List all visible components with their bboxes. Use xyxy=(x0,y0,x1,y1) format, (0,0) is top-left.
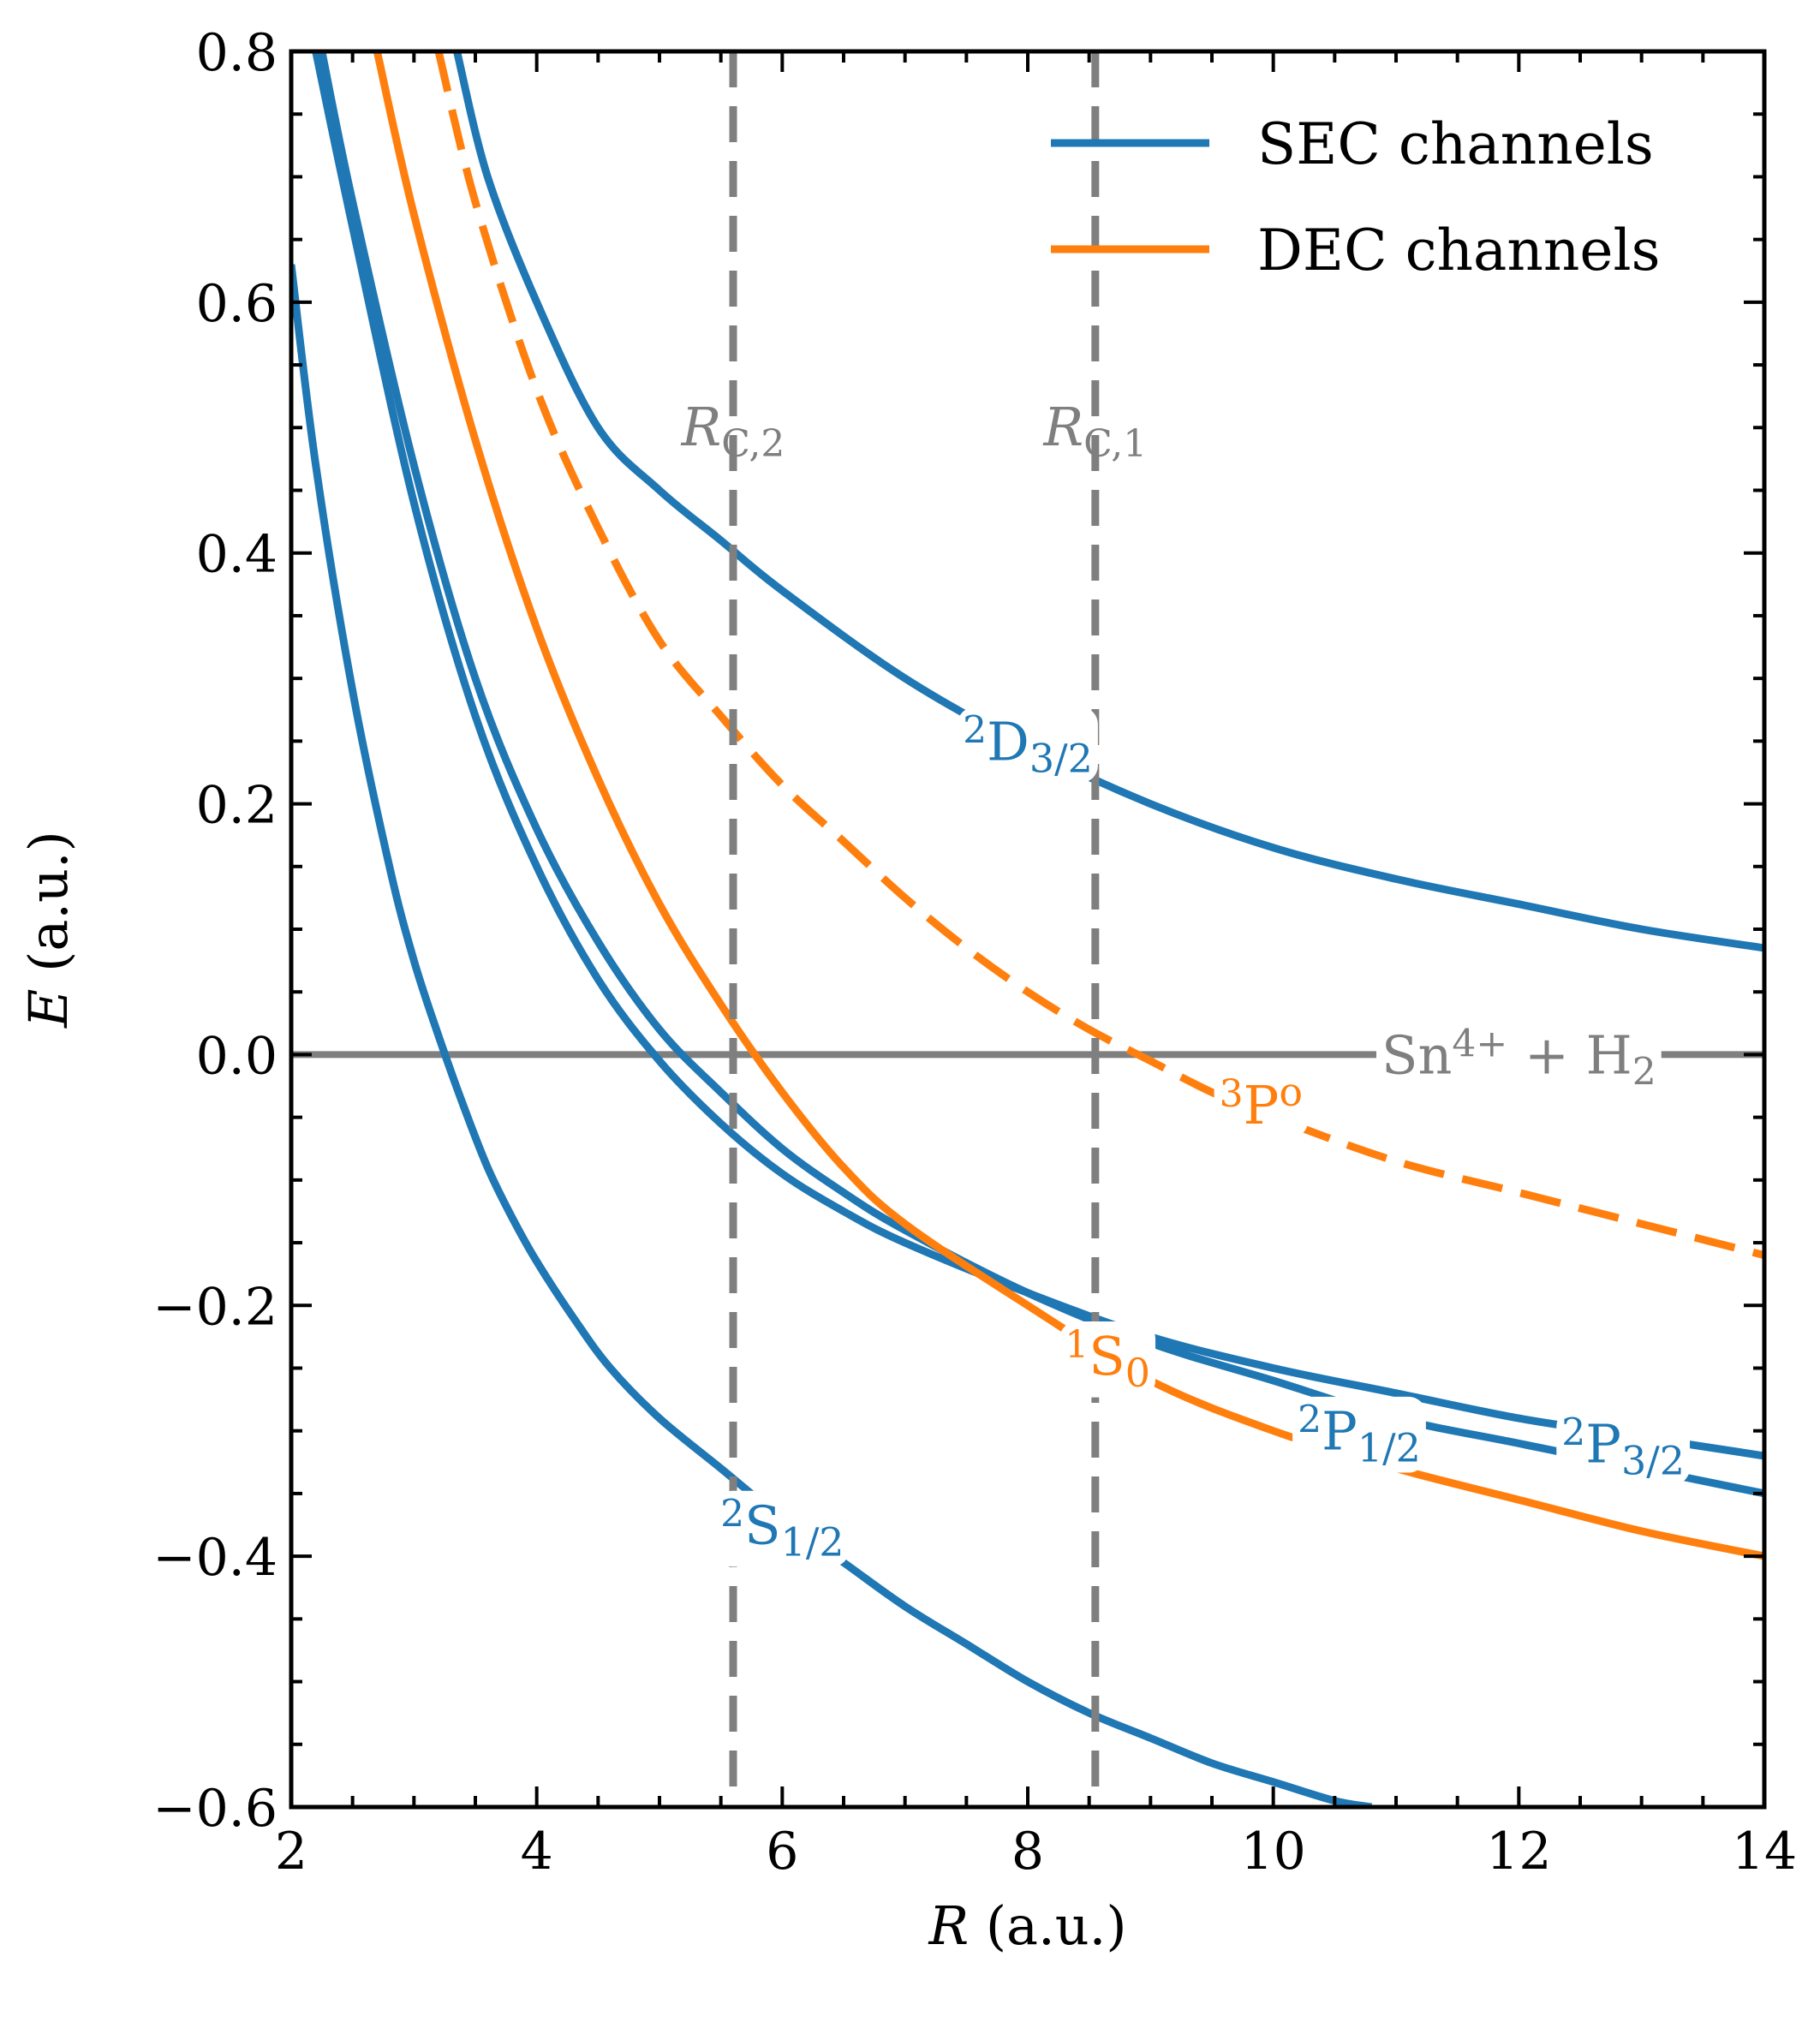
svg-text:2S1/2: 2S1/2 xyxy=(720,1493,844,1566)
x-tick-label: 14 xyxy=(1732,1822,1797,1882)
svg-text:1S0: 1S0 xyxy=(1065,1323,1150,1396)
reactant-label: Sn4+ + H2 xyxy=(1375,1020,1662,1096)
x-tick-label: 6 xyxy=(766,1822,798,1882)
svg-text:2D3/2: 2D3/2 xyxy=(963,709,1093,782)
x-tick-label: 4 xyxy=(521,1822,553,1882)
axis-title-layer: R (a.u.) E (a.u.) xyxy=(17,831,1127,1957)
series-curve-2P3-2 xyxy=(312,51,1764,1460)
y-tick-label: −0.4 xyxy=(152,1528,277,1588)
series-curve-1S0 xyxy=(373,51,1764,1560)
curve-label-layer: Sn4+ + H2 2D3/2 2S1/2 1S0 2P1/2 2P3/2 3Po xyxy=(715,707,1691,1567)
y-tick-label: 0.8 xyxy=(196,23,277,83)
svg-text:Sn4+ + H2: Sn4+ + H2 xyxy=(1381,1023,1656,1095)
y-tick-label: −0.6 xyxy=(152,1779,277,1839)
svg-text:2P3/2: 2P3/2 xyxy=(1561,1411,1685,1484)
svg-text:3Po: 3Po xyxy=(1220,1069,1303,1136)
y-axis-title: E (a.u.) xyxy=(17,831,80,1029)
series-curve-2D3-2 xyxy=(453,51,1764,952)
legend: SEC channels DEC channels xyxy=(1051,111,1660,283)
y-tick-label: 0.2 xyxy=(196,776,277,836)
curve-label-2S1-2: 2S1/2 xyxy=(715,1490,850,1567)
x-axis-title: R (a.u.) xyxy=(928,1894,1126,1957)
curve-label-3Po: 3Po xyxy=(1214,1067,1309,1138)
critical-radius-label: RC,1 xyxy=(1042,396,1147,466)
series-curve-3Po xyxy=(434,51,1764,1260)
curve-label-1S0: 1S0 xyxy=(1059,1321,1156,1398)
series-layer xyxy=(291,51,1764,1807)
vertical-line-layer: RC,2 RC,1 xyxy=(681,51,1147,1807)
series-curve-2S1-2 xyxy=(291,264,1373,1807)
y-tick-label: −0.2 xyxy=(152,1277,277,1337)
tick-label-layer: 2 4 6 8 10 12 14 −0.6 −0.4 −0.2 0.0 0.2 0.4 0.6 0.8 xyxy=(152,23,1797,1882)
curve-label-2D3-2: 2D3/2 xyxy=(958,707,1098,784)
curve-label-2P3-2: 2P3/2 xyxy=(1556,1409,1691,1486)
y-tick-label: 0.6 xyxy=(196,274,277,334)
y-tick-label: 0.4 xyxy=(196,525,277,585)
legend-label: DEC channels xyxy=(1257,218,1660,283)
x-tick-label: 8 xyxy=(1011,1822,1044,1882)
x-tick-label: 10 xyxy=(1240,1822,1305,1882)
svg-text:2P1/2: 2P1/2 xyxy=(1298,1399,1421,1471)
y-tick-label: 0.0 xyxy=(196,1026,277,1086)
critical-radius-label: RC,2 xyxy=(681,396,785,466)
x-tick-label: 12 xyxy=(1486,1822,1551,1882)
legend-label: SEC channels xyxy=(1257,111,1654,177)
plot-area: RC,2 RC,1 Sn4+ + H2 2D3/2 2S1/2 1S0 2P1/2 2P3/… xyxy=(291,51,1764,1807)
curve-label-2P1-2: 2P1/2 xyxy=(1292,1396,1426,1473)
x-tick-label: 2 xyxy=(275,1822,307,1882)
plot-frame xyxy=(289,49,1767,1810)
